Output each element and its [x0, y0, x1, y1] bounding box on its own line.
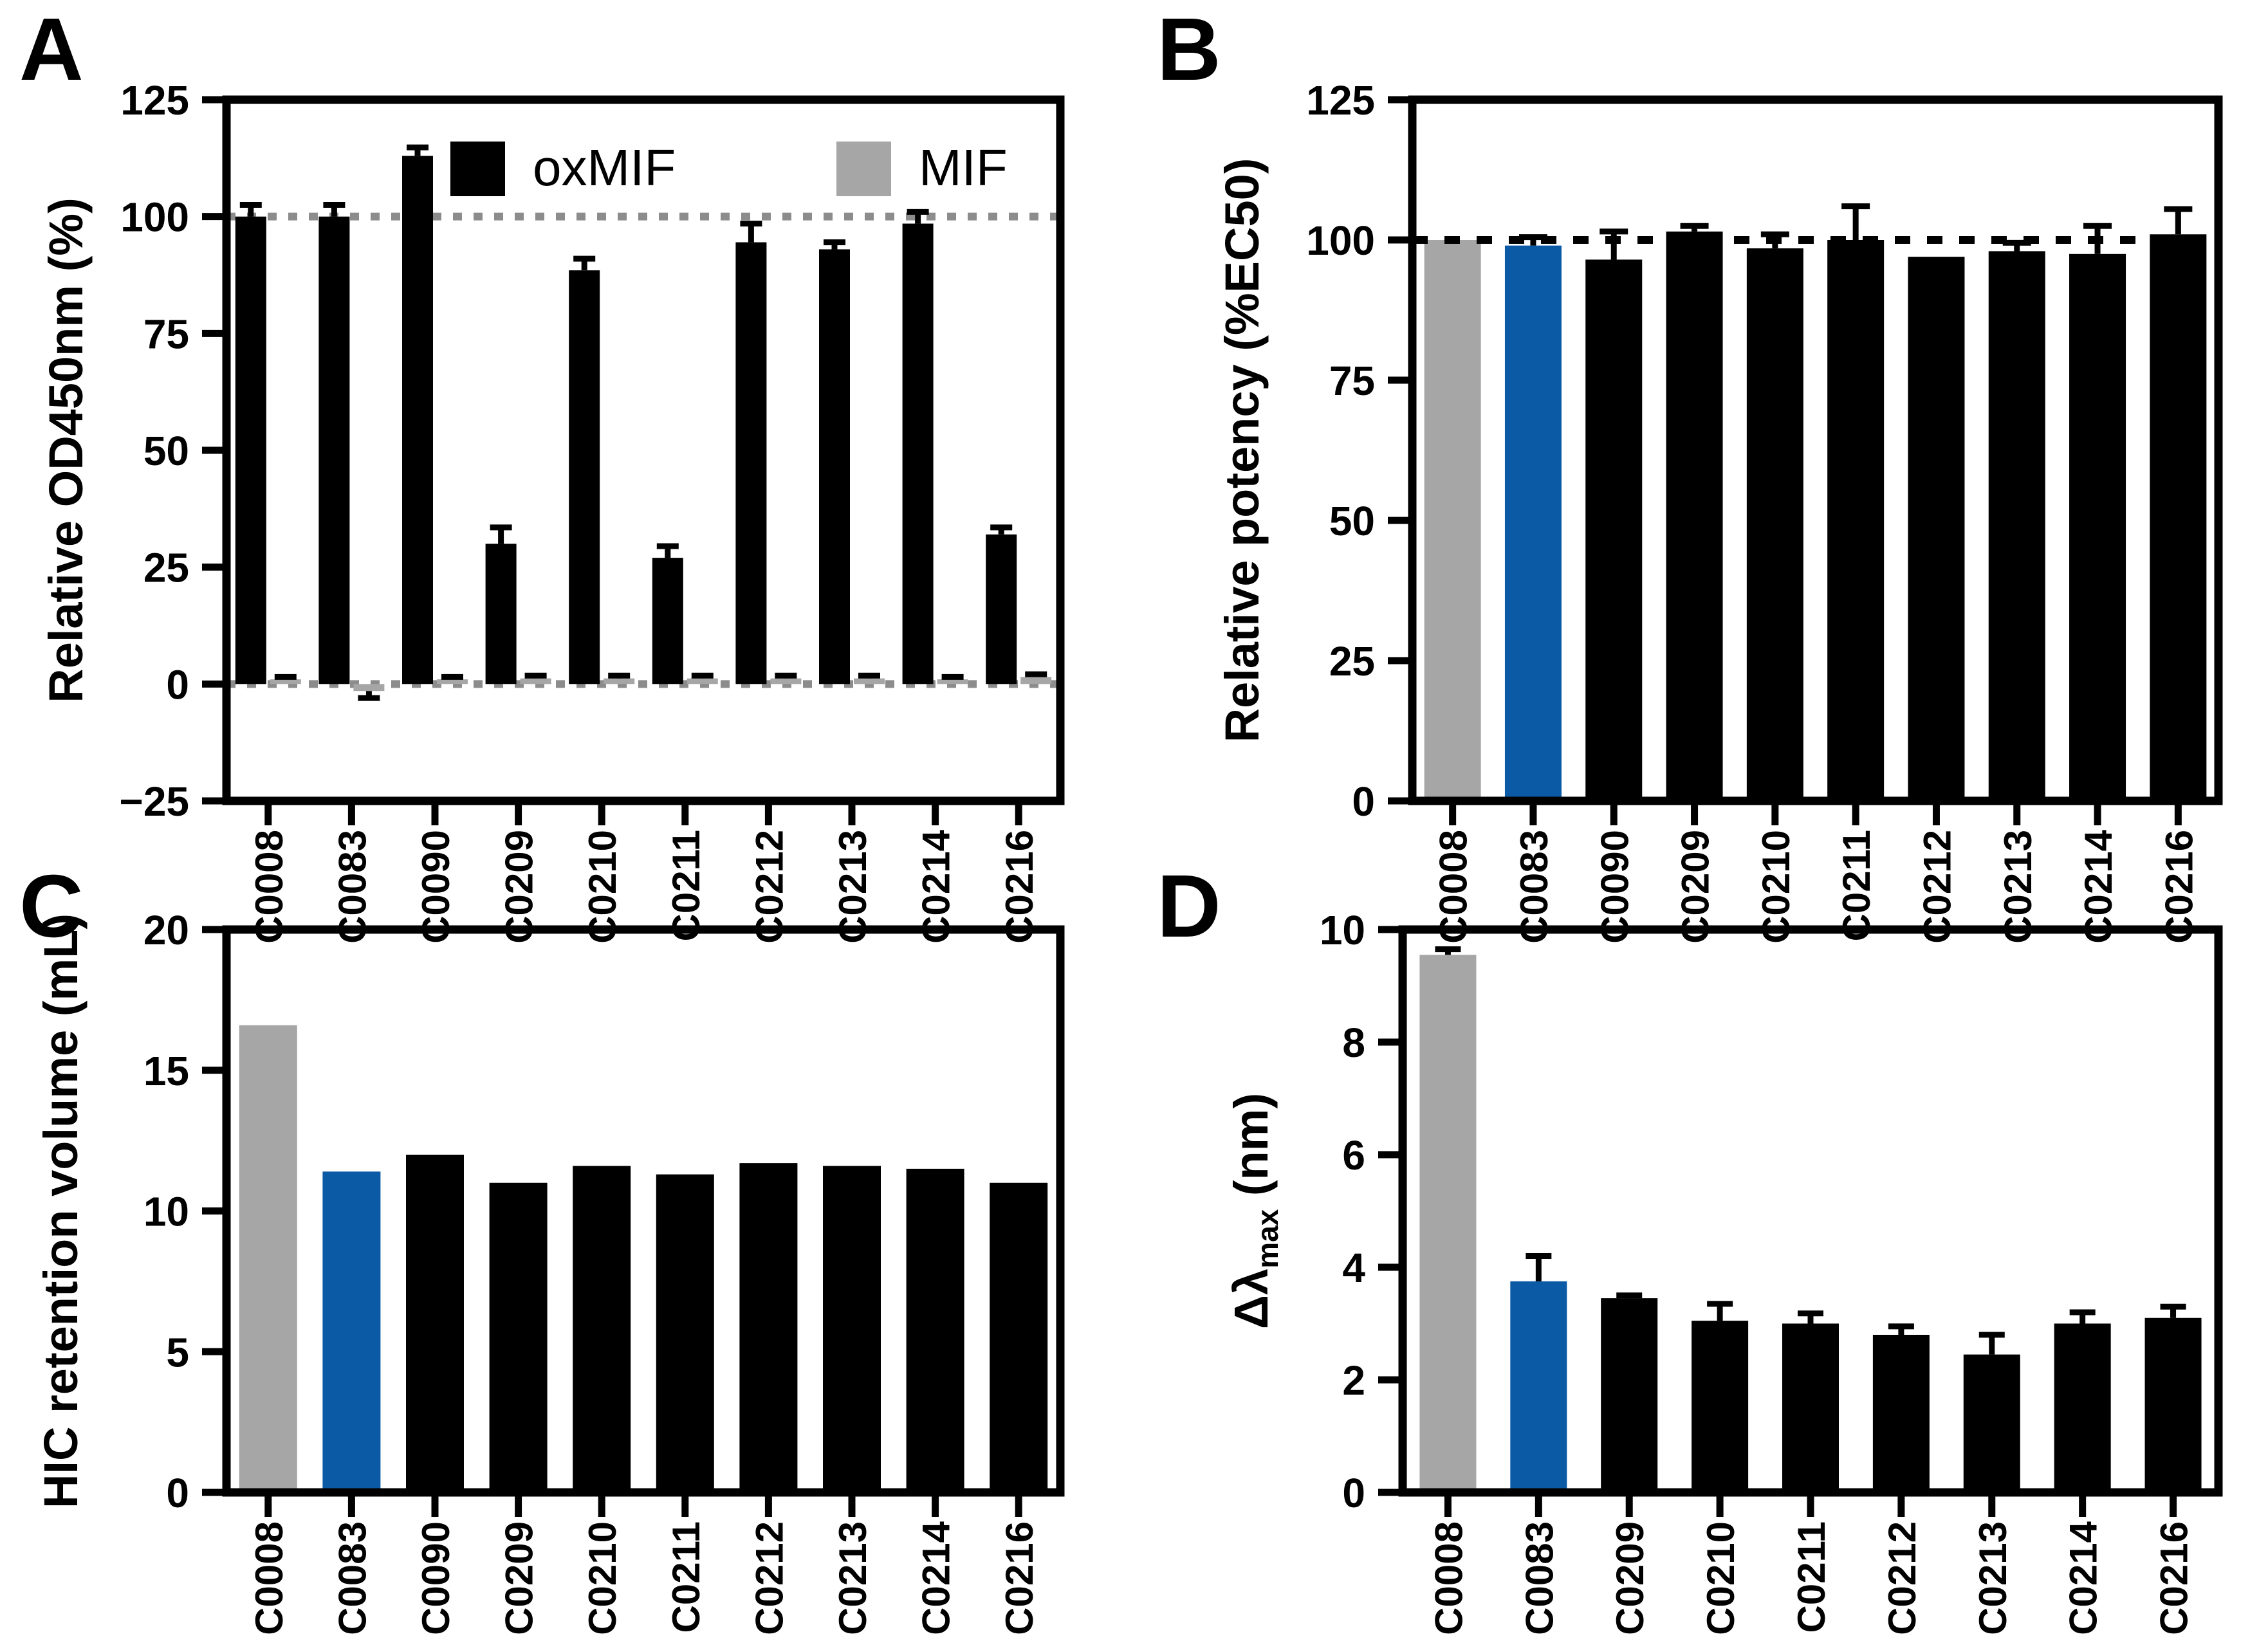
svg-text:50: 50: [143, 428, 189, 474]
svg-text:5: 5: [166, 1329, 189, 1375]
svg-text:10: 10: [1320, 907, 1365, 953]
svg-text:C0090: C0090: [1593, 830, 1636, 944]
svg-text:C0214: C0214: [915, 1521, 958, 1635]
panel-a-label: A: [19, 0, 84, 99]
svg-text:Relative potency (%EC50): Relative potency (%EC50): [1215, 158, 1269, 743]
panel-a-chart: −25 0 25 50 75 100 125 C0008 C0083 C0090 C0209 C021…: [39, 77, 1065, 944]
panel-c-chart: 0 5 10 15 20 C0008 C0083 C0090 C0209 C0210 C0211 C0…: [34, 907, 1065, 1635]
svg-text:6: 6: [1342, 1132, 1365, 1178]
legend-swatch-oxmif: [450, 142, 505, 196]
svg-text:C0008: C0008: [248, 1521, 291, 1635]
legend-swatch-mif: [836, 142, 891, 196]
svg-text:C0216: C0216: [998, 830, 1041, 944]
svg-text:C0008: C0008: [1427, 1521, 1470, 1635]
panel-b-chart: 0 25 50 75 100 125 C0008 C0083 C0090 C0209 C0210 C0…: [1215, 77, 2223, 944]
svg-text:75: 75: [1329, 358, 1375, 404]
svg-text:C0211: C0211: [665, 1521, 708, 1633]
svg-text:C0214: C0214: [2077, 829, 2120, 943]
svg-text:0: 0: [166, 661, 189, 708]
svg-text:Δλmax (nm): Δλmax (nm): [1224, 1093, 1284, 1329]
svg-text:20: 20: [143, 907, 189, 953]
svg-text:C0210: C0210: [1699, 1521, 1742, 1635]
svg-text:C0212: C0212: [1915, 830, 1959, 944]
svg-text:C0214: C0214: [2062, 1521, 2105, 1635]
panel-d-chart: 0 2 4 6 8 10 C0008 C0083 C0209 C0210 C0211 C0212 C02…: [1224, 907, 2223, 1635]
svg-text:C0213: C0213: [1996, 830, 2040, 944]
svg-text:100: 100: [120, 194, 189, 241]
svg-text:−25: −25: [119, 778, 189, 825]
svg-text:C0090: C0090: [414, 830, 457, 944]
legend-label-oxmif: oxMIF: [533, 139, 676, 196]
panel-b-label: B: [1157, 0, 1221, 99]
svg-text:8: 8: [1342, 1020, 1365, 1066]
svg-text:C0210: C0210: [1755, 830, 1798, 944]
legend-label-mif: MIF: [919, 139, 1008, 196]
svg-text:C0211: C0211: [1790, 1521, 1833, 1633]
svg-text:4: 4: [1342, 1245, 1365, 1291]
panel-c-label: C: [19, 857, 84, 956]
svg-text:C0213: C0213: [831, 830, 874, 944]
svg-text:C0216: C0216: [2157, 830, 2200, 944]
svg-text:C0211: C0211: [665, 830, 708, 942]
svg-text:2: 2: [1342, 1357, 1365, 1404]
svg-text:C0216: C0216: [2153, 1521, 2196, 1635]
svg-text:125: 125: [120, 77, 189, 124]
svg-text:25: 25: [143, 545, 189, 591]
svg-text:C0216: C0216: [998, 1521, 1041, 1635]
svg-text:C0214: C0214: [915, 829, 958, 943]
svg-text:C0083: C0083: [331, 1521, 374, 1635]
svg-text:Relative OD450nm (%): Relative OD450nm (%): [39, 197, 93, 703]
svg-text:0: 0: [1342, 1470, 1365, 1516]
svg-text:C0083: C0083: [1513, 830, 1556, 944]
panel-d-label: D: [1157, 857, 1221, 956]
svg-text:50: 50: [1329, 498, 1375, 544]
svg-text:C0209: C0209: [1674, 830, 1717, 944]
svg-text:C0083: C0083: [1518, 1521, 1561, 1635]
svg-text:C0209: C0209: [498, 1521, 541, 1635]
svg-text:25: 25: [1329, 638, 1375, 684]
svg-text:0: 0: [166, 1470, 189, 1516]
svg-text:125: 125: [1306, 77, 1375, 124]
svg-text:10: 10: [143, 1189, 189, 1235]
svg-text:C0211: C0211: [1835, 830, 1878, 942]
svg-text:100: 100: [1306, 217, 1375, 264]
svg-text:C0212: C0212: [748, 830, 791, 944]
svg-text:C0212: C0212: [1881, 1521, 1924, 1635]
svg-text:0: 0: [1352, 778, 1375, 825]
svg-text:15: 15: [143, 1048, 189, 1094]
svg-text:75: 75: [143, 311, 189, 357]
svg-text:C0209: C0209: [498, 830, 541, 944]
svg-text:C0083: C0083: [331, 830, 374, 944]
svg-text:C0008: C0008: [248, 830, 291, 944]
svg-text:HIC retention volume (mL): HIC retention volume (mL): [34, 913, 88, 1508]
svg-text:C0213: C0213: [1971, 1521, 2014, 1635]
svg-text:C0213: C0213: [831, 1521, 874, 1635]
svg-text:C0008: C0008: [1432, 830, 1475, 944]
svg-text:C0090: C0090: [414, 1521, 457, 1635]
svg-text:C0210: C0210: [581, 1521, 624, 1635]
svg-text:C0212: C0212: [748, 1521, 791, 1635]
svg-text:C0210: C0210: [581, 830, 624, 944]
svg-text:C0209: C0209: [1609, 1521, 1652, 1635]
